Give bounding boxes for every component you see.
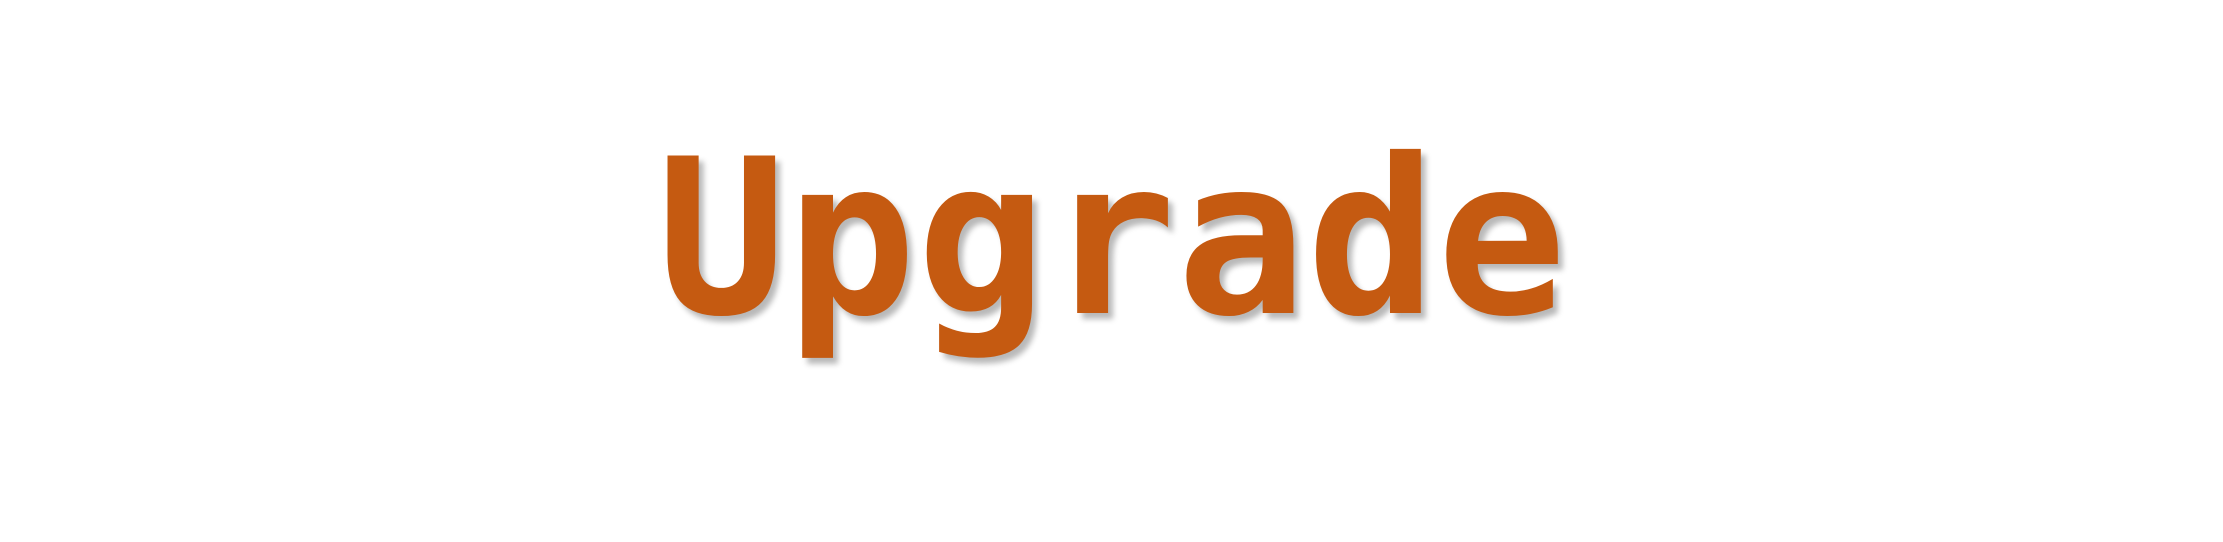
upgrade-title: Upgrade — [656, 113, 1567, 364]
